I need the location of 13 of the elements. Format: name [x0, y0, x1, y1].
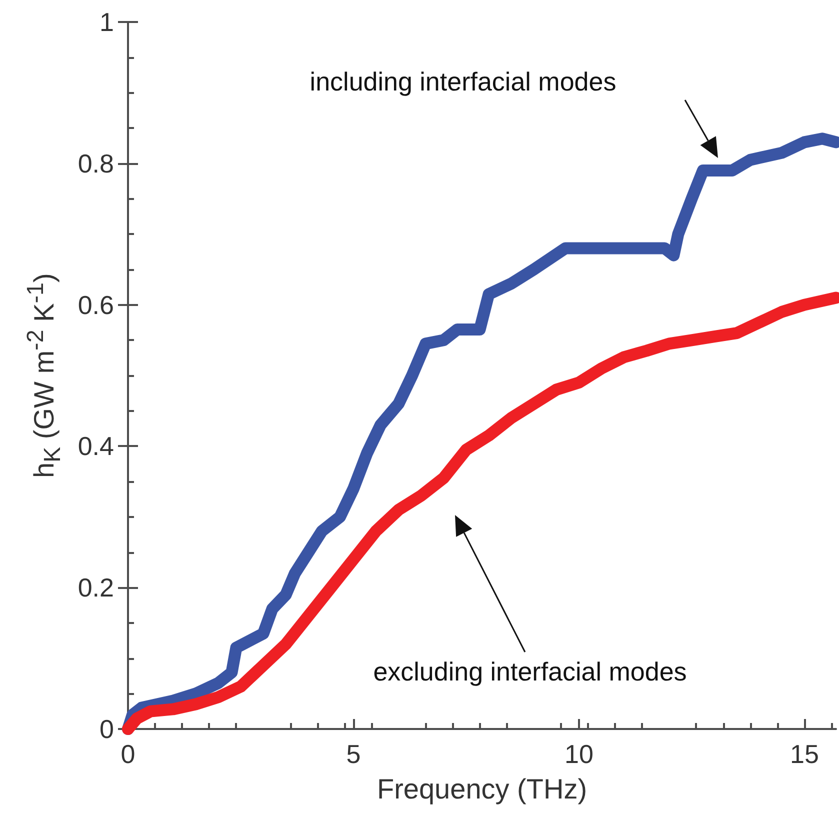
- x-axis-title: Frequency (THz): [376, 774, 588, 804]
- y-tick-label: 0.2: [78, 572, 114, 603]
- y-tick-label: 0: [100, 714, 114, 744]
- annotation: including interfacial modes: [310, 66, 616, 98]
- y-tick-label: 0.4: [78, 431, 114, 462]
- x-tick-label: 10: [564, 739, 594, 769]
- x-tick-label: 0: [120, 739, 136, 769]
- x-tick-label: 5: [346, 739, 361, 769]
- y-tick-label: 0.8: [78, 148, 114, 178]
- y-tick-label: 1: [100, 7, 114, 37]
- annotation: excluding interfacial modes: [373, 656, 687, 688]
- x-tick-label: 15: [790, 739, 819, 769]
- y-tick-label: 0.6: [78, 290, 114, 320]
